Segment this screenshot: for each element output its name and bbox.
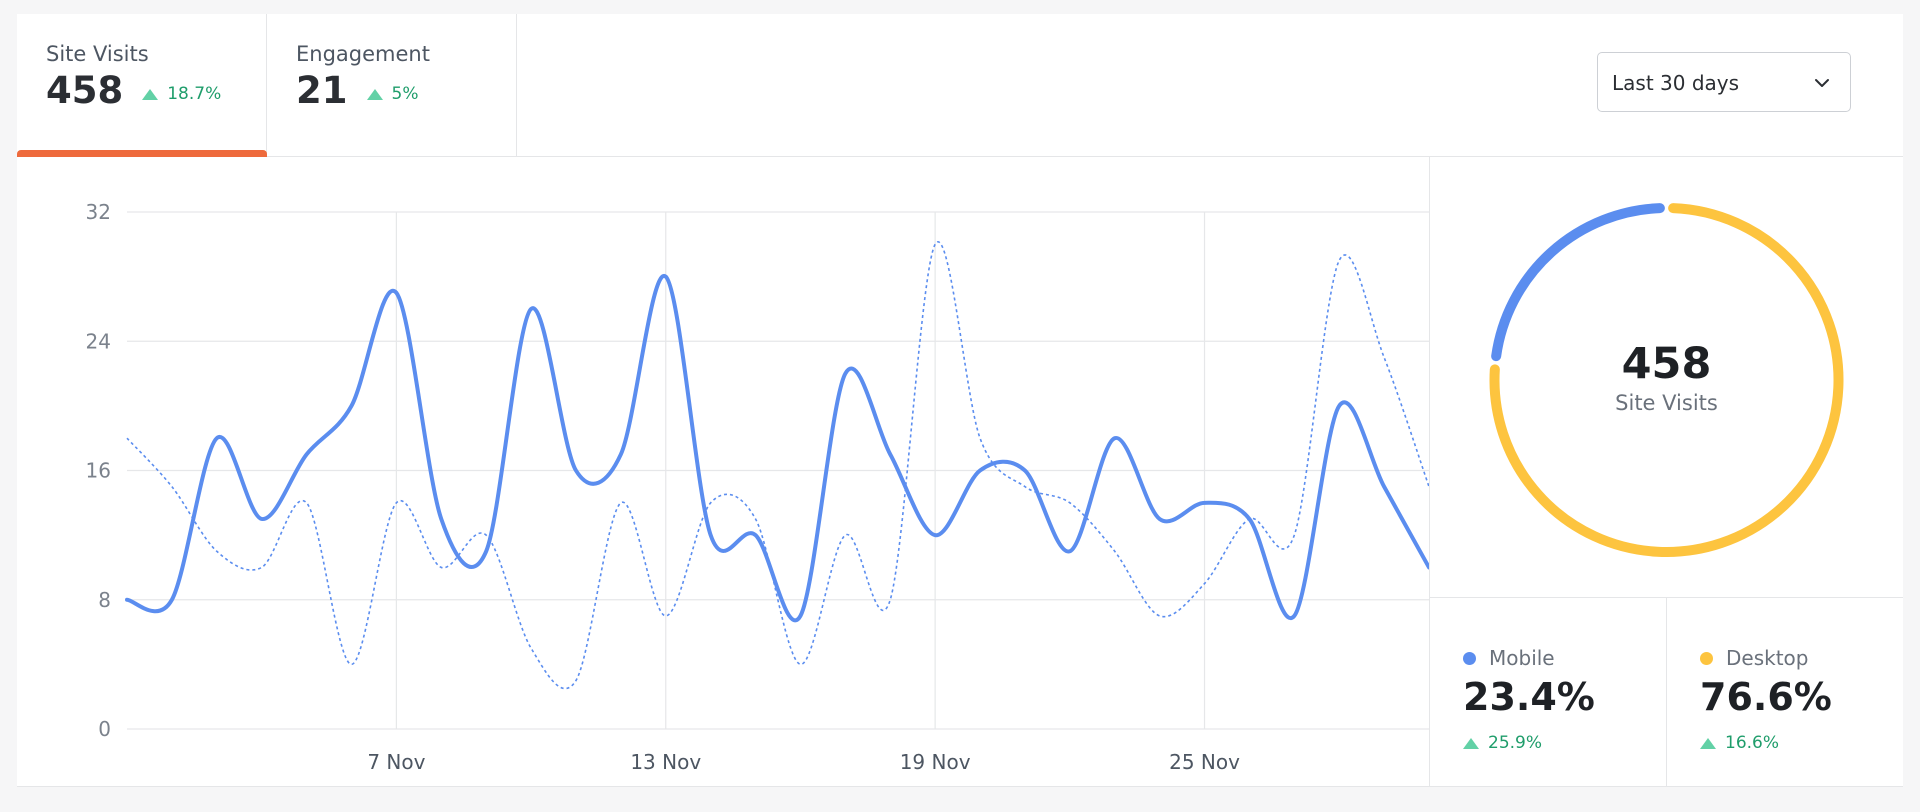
- trend-indicator: 5%: [366, 84, 419, 104]
- y-tick-label: 16: [86, 459, 111, 483]
- donut-total: 458: [1621, 339, 1712, 389]
- trend-indicator: 25.9%: [1463, 733, 1542, 753]
- analytics-card: Site Visits 458 18.7% Engagement 21 5%: [17, 14, 1903, 787]
- trend-indicator: 18.7%: [142, 84, 221, 104]
- trend-up-icon: [1700, 737, 1716, 749]
- donut-segment-desktop: [1489, 203, 1844, 557]
- stats-divider-vertical: [1666, 597, 1667, 786]
- y-tick-label: 0: [98, 717, 111, 741]
- stat-name: Desktop: [1726, 646, 1809, 670]
- panel-divider: [1429, 157, 1430, 786]
- active-tab-indicator: [17, 150, 267, 157]
- tab-label: Engagement: [296, 42, 430, 66]
- trend-up-icon: [142, 88, 159, 100]
- tab-value: 21: [296, 69, 348, 112]
- x-tick-label: 25 Nov: [1169, 750, 1240, 774]
- legend-desktop: Desktop: [1700, 646, 1808, 670]
- tab-engagement[interactable]: Engagement 21 5%: [267, 14, 517, 156]
- trend-indicator: 16.6%: [1700, 733, 1779, 753]
- mobile-dot-icon: [1463, 651, 1476, 665]
- desktop-dot-icon: [1700, 651, 1713, 665]
- x-tick-label: 19 Nov: [900, 750, 971, 774]
- tab-value: 458: [46, 69, 124, 112]
- stat-desktop: Desktop 76.6% 16.6%: [1667, 597, 1903, 786]
- tab-label: Site Visits: [46, 42, 149, 66]
- chevron-down-icon: [1815, 79, 1829, 87]
- tab-site-visits[interactable]: Site Visits 458 18.7%: [17, 14, 267, 157]
- stat-mobile: Mobile 23.4% 25.9%: [1430, 597, 1666, 786]
- x-tick-label: 7 Nov: [367, 750, 425, 774]
- tab-value-row: 21 5%: [296, 70, 418, 112]
- donut-label: Site Visits: [1615, 391, 1718, 415]
- stat-percent: 23.4%: [1463, 675, 1595, 719]
- series-line-current: [125, 274, 1431, 622]
- visits-chart: 0 8 16 24 32 7 Nov 13 Nov 19 Nov 25 Nov: [17, 157, 1431, 786]
- trend-value: 5%: [391, 84, 419, 104]
- trend-value: 25.9%: [1488, 733, 1543, 753]
- trend-value: 16.6%: [1725, 733, 1780, 753]
- metric-tabs: Site Visits 458 18.7% Engagement 21 5%: [17, 14, 1903, 157]
- series-line-previous: [126, 241, 1430, 690]
- stat-name: Mobile: [1489, 646, 1555, 670]
- legend-mobile: Mobile: [1463, 646, 1555, 670]
- date-range-select[interactable]: Last 30 days: [1597, 52, 1851, 112]
- date-range-value: Last 30 days: [1612, 71, 1740, 95]
- trend-up-icon: [1463, 737, 1479, 749]
- trend-up-icon: [366, 88, 383, 100]
- line-chart-svg: 0 8 16 24 32 7 Nov 13 Nov 19 Nov 25 Nov: [86, 200, 1431, 774]
- donut-segment-mobile: [1491, 203, 1665, 362]
- device-donut: 458 Site Visits: [1430, 157, 1903, 597]
- trend-value: 18.7%: [167, 84, 222, 104]
- donut-chart-svg: [1489, 203, 1844, 557]
- y-tick-label: 32: [86, 200, 111, 224]
- y-tick-label: 8: [98, 588, 111, 612]
- x-tick-label: 13 Nov: [630, 750, 701, 774]
- tab-value-row: 458 18.7%: [46, 70, 221, 112]
- y-tick-label: 24: [86, 329, 111, 353]
- stat-percent: 76.6%: [1700, 675, 1832, 719]
